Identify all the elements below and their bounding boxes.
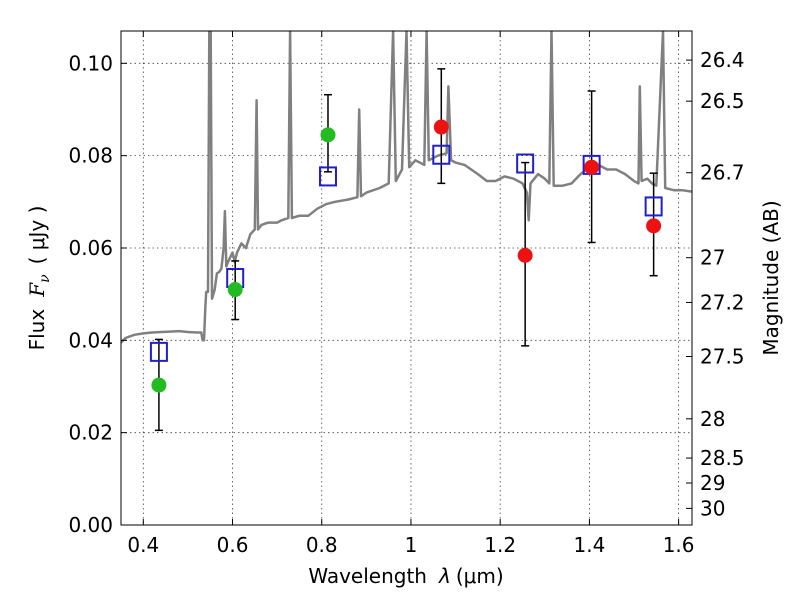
observed-point-marker <box>517 247 533 263</box>
y-tick-label: 0.04 <box>68 328 113 352</box>
y-tick-label: 0.08 <box>68 144 113 168</box>
spectrum-layer <box>121 31 692 344</box>
x-tick-label: 1.2 <box>484 533 516 557</box>
y-tick-label: 0.06 <box>68 236 113 260</box>
y-tick-label: 0.10 <box>68 51 113 75</box>
model-square-marker <box>318 166 337 187</box>
magnitude-tick-label: 28.5 <box>700 446 745 470</box>
x-tick-label: 1.6 <box>663 533 695 557</box>
marker-layer <box>149 119 663 393</box>
model-square-marker <box>432 144 451 165</box>
y-axis-title: FluxFν( μJy ) <box>25 206 53 351</box>
magnitude-tick-label: 26.4 <box>700 48 745 72</box>
observed-point-marker <box>320 127 336 143</box>
magnitude-tick-label: 27.5 <box>700 344 745 368</box>
observed-point-marker <box>646 218 662 234</box>
error-bar-layer <box>154 68 658 432</box>
tick-layer: 0.4 0.6 0.8 1 1.2 1.4 1.6 0.00 0.02 0.04 0.06 0.08 0… <box>68 31 745 557</box>
plot-frame <box>120 30 693 526</box>
model-spectrum-line <box>121 31 692 344</box>
x-tick-label: 0.6 <box>217 533 249 557</box>
model-square-marker <box>149 341 168 362</box>
x-tick-label: 1.4 <box>573 533 605 557</box>
y-tick-label: 0.02 <box>68 421 113 445</box>
x-tick-label: 1 <box>405 533 418 557</box>
model-square-marker <box>516 153 535 174</box>
x-tick-label: 0.8 <box>306 533 338 557</box>
observed-point-marker <box>433 119 449 135</box>
magnitude-tick-label: 27.2 <box>700 290 745 314</box>
observed-point-marker <box>584 159 600 175</box>
magnitude-tick-label: 30 <box>700 496 725 520</box>
right-axis-title: Magnitude (AB) <box>759 200 783 355</box>
x-axis-title: Wavelength λ (μm) <box>308 564 503 588</box>
y-tick-label: 0.00 <box>68 513 113 537</box>
x-tick-label: 0.4 <box>127 533 159 557</box>
magnitude-tick-label: 26.7 <box>700 161 745 185</box>
observed-point-marker <box>151 377 167 393</box>
magnitude-tick-label: 27 <box>700 246 725 270</box>
grid <box>121 31 692 526</box>
model-square-marker <box>644 196 663 217</box>
magnitude-tick-label: 28 <box>700 407 725 431</box>
observed-point-marker <box>227 282 243 298</box>
magnitude-tick-label: 29 <box>700 471 725 495</box>
magnitude-tick-label: 26.5 <box>700 89 745 113</box>
